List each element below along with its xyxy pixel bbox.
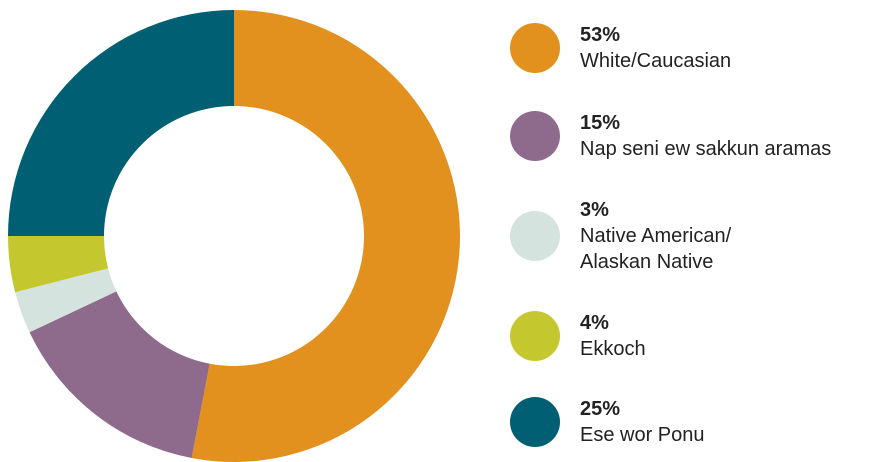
legend-value: 3% — [580, 199, 609, 221]
legend-value: 15% — [580, 112, 621, 134]
legend-item: 4% Ekkoch — [510, 310, 646, 362]
legend-text: 53% White/Caucasian — [580, 22, 731, 74]
legend-value: 4% — [580, 312, 609, 334]
donut-slice — [191, 10, 460, 462]
legend-label: Native American/ Alaskan Native — [580, 225, 732, 273]
donut-slice — [8, 236, 109, 293]
legend-label: Ese wor Ponu — [580, 424, 705, 446]
legend-text: 15% Nap seni ew sakkun aramas — [580, 110, 831, 162]
donut-slice — [8, 10, 234, 236]
legend-label: White/Caucasian — [580, 50, 732, 72]
legend-text: 25% Ese wor Ponu — [580, 396, 705, 448]
legend-item: 53% White/Caucasian — [510, 22, 731, 74]
legend-text: 3% Native American/ Alaskan Native — [580, 197, 731, 275]
legend-item: 15% Nap seni ew sakkun aramas — [510, 110, 831, 162]
legend-swatch — [510, 111, 560, 161]
legend-text: 4% Ekkoch — [580, 310, 646, 362]
legend-swatch — [510, 23, 560, 73]
legend-label: Nap seni ew sakkun aramas — [580, 138, 832, 160]
legend-value: 53% — [580, 24, 621, 46]
legend-swatch — [510, 397, 560, 447]
donut-slice — [15, 268, 117, 333]
legend-item: 3% Native American/ Alaskan Native — [510, 197, 731, 275]
legend-item: 25% Ese wor Ponu — [510, 396, 705, 448]
legend-label: Ekkoch — [580, 338, 646, 360]
legend-value: 25% — [580, 398, 621, 420]
donut — [8, 10, 460, 462]
legend-swatch — [510, 311, 560, 361]
legend-swatch — [510, 211, 560, 261]
donut-slice — [29, 291, 210, 458]
